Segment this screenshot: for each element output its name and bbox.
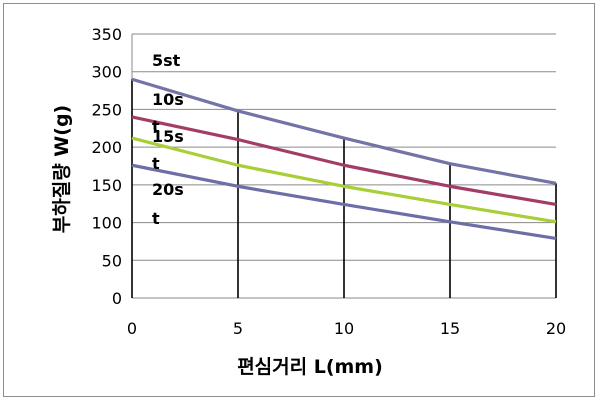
y-tick-label: 0 [112,289,122,308]
series-line-20st [131,163,557,240]
x-tick-label: 0 [127,319,137,338]
drop-lines [131,79,557,298]
series-label: 15s [152,127,184,146]
chart-frame: 0 50 100 150 200 250 300 350 0 5 10 15 20 5st 10s t 15… [3,3,595,397]
y-axis-title: 부하질량 W(g) [51,105,73,233]
y-tick-labels: 0 50 100 150 200 250 300 350 [91,25,122,308]
x-tick-label: 20 [546,319,566,338]
y-tick-label: 200 [91,138,122,157]
y-tick-label: 100 [91,214,122,233]
y-tick-label: 350 [91,25,122,44]
y-tick-label: 50 [102,251,122,270]
series-label-wrap: t [152,154,160,173]
series-lines [131,77,557,240]
series-label: 10s [152,90,184,109]
series-label-wrap: t [152,117,160,136]
x-tick-label: 10 [334,319,354,338]
x-tick-label: 5 [233,319,243,338]
y-tick-label: 250 [91,100,122,119]
series-line-5st [131,77,557,185]
series-line-10st [131,115,557,207]
series-label: 20s [152,180,184,199]
series-label-wrap: t [152,209,160,228]
series-label: 5st [152,51,181,70]
x-tick-labels: 0 5 10 15 20 [127,319,566,338]
y-tick-label: 150 [91,176,122,195]
series-line-15st [131,136,557,224]
x-axis-title: 편심거리 L(mm) [237,356,383,378]
x-tick-label: 15 [440,319,460,338]
y-tick-label: 300 [91,63,122,82]
